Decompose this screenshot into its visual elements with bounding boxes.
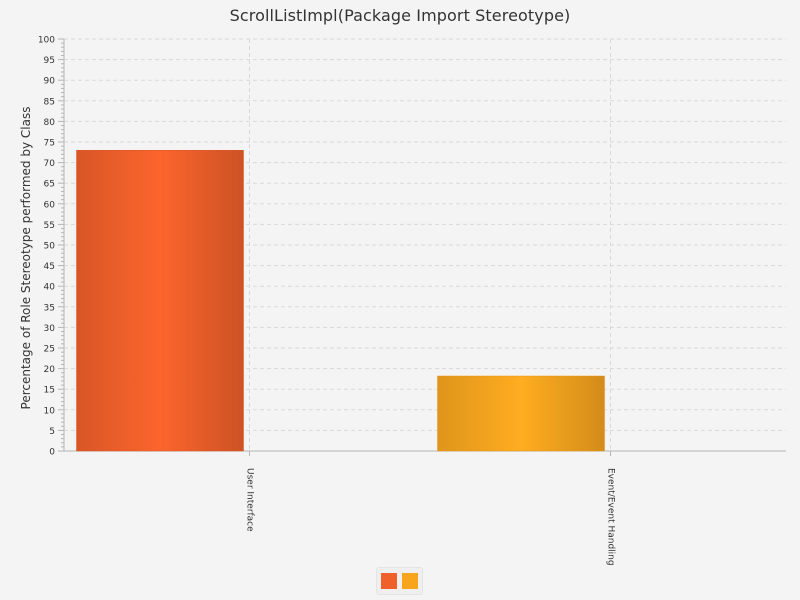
y-tick-label: 50	[44, 242, 56, 252]
y-tick-label: 95	[44, 56, 55, 66]
y-tick-label: 5	[49, 427, 55, 437]
y-tick-label: 10	[44, 406, 56, 416]
y-tick-label: 75	[44, 139, 55, 149]
y-tick-label: 90	[44, 77, 56, 87]
bar	[437, 375, 605, 452]
y-tick-label: 25	[44, 345, 55, 355]
y-tick-label: 80	[44, 118, 56, 128]
y-tick-label: 55	[44, 221, 55, 231]
y-tick-label: 35	[44, 303, 55, 313]
y-tick-label: 85	[44, 97, 55, 107]
legend-swatch	[402, 573, 418, 589]
y-tick-label: 40	[44, 283, 56, 293]
bar	[76, 149, 244, 452]
legend-swatch	[381, 573, 397, 589]
y-tick-label: 20	[44, 365, 56, 375]
y-tick-label: 60	[44, 200, 56, 210]
y-tick-label: 70	[44, 159, 56, 169]
y-tick-label: 30	[44, 324, 56, 334]
legend	[376, 567, 423, 595]
y-tick-label: 15	[44, 386, 55, 396]
y-tick-label: 65	[44, 180, 55, 190]
y-tick-label: 100	[38, 36, 55, 46]
x-tick-label: User Interface	[245, 468, 255, 532]
y-tick-label: 0	[49, 448, 55, 458]
x-tick-label: Event/Event Handling	[606, 468, 616, 566]
y-tick-label: 45	[44, 262, 55, 272]
chart-title: ScrollListImpl(Package Import Stereotype…	[229, 6, 571, 25]
